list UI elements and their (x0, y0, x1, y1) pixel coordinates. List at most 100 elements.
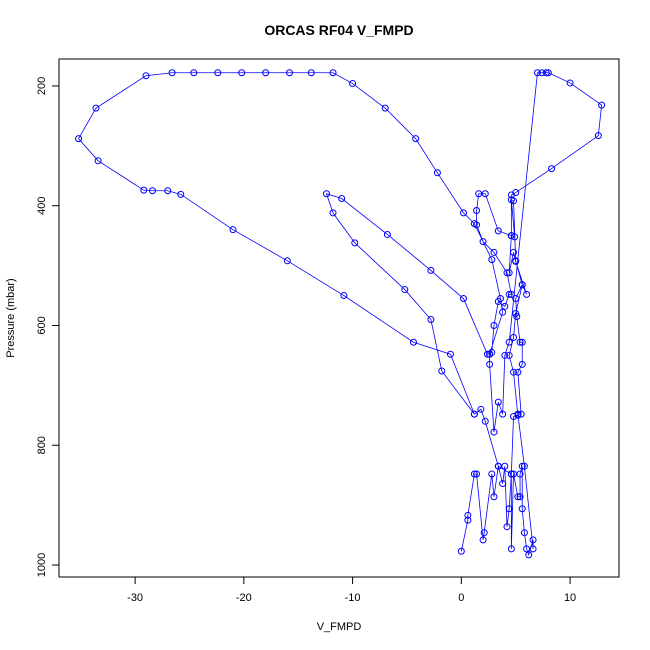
data-point (214, 69, 222, 77)
data-point (510, 368, 518, 376)
data-point (499, 410, 507, 418)
data-point (520, 529, 528, 537)
data-point (477, 405, 485, 413)
data-point (329, 69, 337, 77)
data-point (518, 338, 526, 346)
x-tick-label: -10 (345, 592, 361, 604)
data-point (507, 232, 515, 240)
data-point (510, 413, 518, 421)
y-tick-label: 200 (36, 77, 48, 95)
data-point (473, 470, 481, 478)
data-point (518, 360, 526, 368)
data-point (464, 516, 472, 524)
data-point (349, 80, 357, 88)
data-point (505, 290, 513, 298)
data-point (490, 493, 498, 501)
data-point (505, 338, 513, 346)
data-point (529, 536, 537, 544)
data-point (488, 348, 496, 356)
data-point (329, 209, 337, 217)
x-axis: -30 -20 -10 0 10 (127, 576, 576, 604)
data-point (460, 295, 467, 303)
data-point (438, 367, 446, 375)
data-point (470, 410, 478, 418)
data-series (75, 69, 606, 559)
y-tick-label: 1000 (36, 553, 48, 577)
data-point (401, 286, 409, 294)
y-tick-label: 600 (36, 316, 48, 334)
data-point (494, 227, 502, 235)
data-point (494, 398, 502, 406)
data-point (496, 295, 504, 303)
data-point (516, 338, 524, 346)
data-point (409, 338, 417, 346)
data-point (479, 238, 487, 246)
data-point (168, 69, 176, 77)
data-point (340, 292, 348, 300)
data-point (523, 545, 531, 553)
data-point (190, 69, 198, 77)
data-point (501, 351, 509, 359)
data-point (594, 132, 602, 140)
data-point (381, 104, 389, 112)
y-axis: 200 400 600 800 1000 (36, 77, 60, 577)
data-point (517, 410, 525, 418)
data-point (544, 69, 552, 77)
x-axis-label: V_FMPD (317, 621, 362, 633)
data-point (177, 190, 185, 198)
data-point (140, 186, 148, 194)
data-point (383, 230, 391, 238)
data-point (481, 417, 489, 425)
data-point (499, 308, 507, 316)
data-point (262, 69, 270, 77)
data-point (529, 545, 537, 553)
data-point (598, 101, 606, 109)
data-point (488, 256, 496, 264)
data-point (470, 470, 478, 478)
data-point (505, 505, 513, 513)
data-point (510, 197, 518, 205)
x-tick-label: 10 (564, 592, 576, 604)
x-tick-label: 0 (458, 592, 464, 604)
data-point (510, 470, 518, 478)
data-point (427, 266, 435, 274)
data-point (503, 523, 511, 531)
y-axis-label: Pressure (mbar) (5, 278, 17, 357)
data-point (427, 316, 435, 323)
data-point (505, 269, 513, 277)
data-point (523, 290, 531, 298)
data-point (286, 69, 294, 77)
data-point (464, 511, 472, 519)
data-point (542, 69, 550, 77)
data-point (446, 350, 454, 358)
data-point (503, 269, 511, 277)
chart-title: ORCAS RF04 V_FMPD (264, 22, 413, 38)
data-point (499, 480, 507, 488)
data-point (323, 190, 330, 198)
data-point (149, 187, 157, 195)
y-tick-label: 400 (36, 197, 48, 215)
x-tick-label: -20 (236, 592, 252, 604)
data-point (490, 321, 498, 329)
data-point (533, 69, 541, 77)
plot-frame (58, 58, 620, 578)
data-point (475, 190, 483, 198)
data-point (229, 226, 237, 234)
data-point (238, 69, 246, 77)
data-point (488, 470, 496, 478)
data-point (460, 209, 467, 217)
data-point (518, 281, 526, 289)
data-point (512, 257, 520, 265)
data-point (516, 493, 524, 501)
data-point (92, 104, 100, 112)
data-point (338, 195, 346, 203)
data-point (473, 207, 481, 215)
data-point (490, 428, 498, 436)
data-point (510, 333, 518, 341)
data-point (510, 248, 518, 256)
data-point (511, 233, 519, 241)
data-point (142, 72, 150, 80)
data-point (566, 79, 574, 87)
data-point (514, 493, 522, 501)
data-point (501, 302, 509, 310)
